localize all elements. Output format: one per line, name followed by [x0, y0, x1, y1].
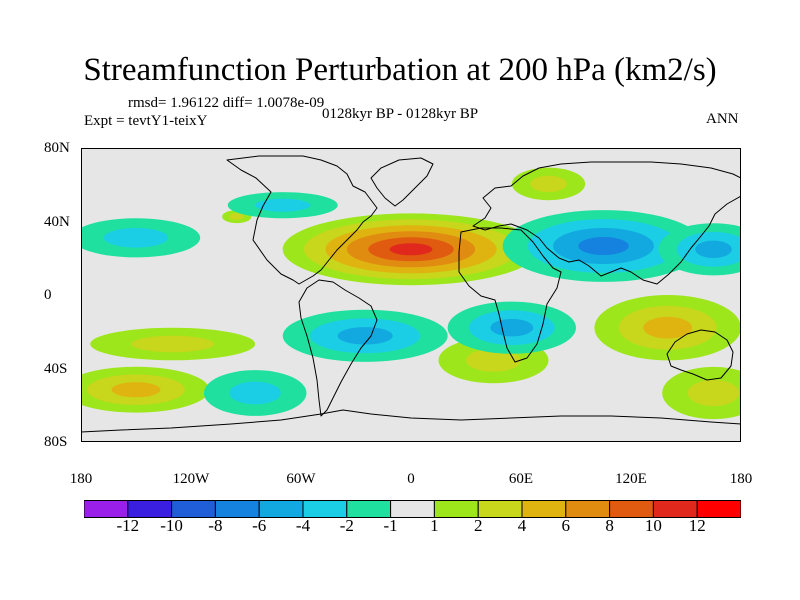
chart-title: Streamfunction Perturbation at 200 hPa (…	[83, 52, 717, 88]
contour-band	[687, 379, 740, 407]
contour-band	[490, 319, 534, 337]
x-tick-label: 180	[729, 471, 753, 487]
coastline-antarctica	[81, 409, 741, 433]
coastline-australia	[666, 329, 734, 381]
y-tick-label: 40S	[44, 361, 68, 377]
coastline-north-america	[226, 155, 378, 285]
colorbar-label: -10	[160, 516, 183, 535]
x-tick-label: 180	[69, 471, 93, 487]
contour-band	[643, 316, 693, 339]
contour-band	[103, 228, 169, 248]
colorbar-label: 10	[644, 516, 662, 535]
colorbar-label: 12	[688, 516, 706, 535]
contour-band	[111, 382, 161, 398]
y-tick-label: 80S	[44, 434, 68, 450]
contour-band	[578, 237, 629, 255]
coastline-south-america	[298, 279, 378, 417]
y-tick-label: 40N	[44, 214, 70, 230]
y-tick-label: 0	[44, 287, 52, 303]
colorbar-label: 8	[605, 516, 614, 535]
colorbar-swatch	[696, 500, 741, 518]
x-tick-label: 60E	[508, 471, 534, 487]
coastline-greenland	[370, 157, 434, 207]
map-frame	[81, 148, 741, 442]
contour-band	[131, 335, 214, 353]
x-tick-label: 0	[407, 471, 415, 487]
contour-band	[229, 213, 245, 220]
x-tick-label: 120W	[172, 471, 210, 487]
coastline-africa	[458, 227, 562, 363]
coastlines	[81, 155, 741, 433]
x-tick-label: 60W	[286, 471, 316, 487]
map-plot	[81, 148, 741, 442]
colorbar-label: -8	[208, 516, 223, 535]
x-tick-label: 120E	[615, 471, 647, 487]
colorbar-label: 4	[517, 516, 527, 535]
experiment-label: Expt = tevtY1-teixY	[84, 113, 208, 129]
contour-band	[695, 240, 732, 258]
contour-layer	[81, 167, 741, 420]
colorbar-label: -4	[295, 516, 311, 535]
colorbar-label: 6	[561, 516, 571, 535]
contour-band	[389, 243, 433, 256]
colorbar	[84, 500, 741, 518]
season-label: ANN	[706, 111, 739, 127]
contour-band	[466, 348, 521, 372]
contour-band	[229, 381, 281, 405]
colorbar-label: -1	[383, 516, 398, 535]
colorbar-label: 2	[473, 516, 483, 535]
coastline-eurasia	[472, 161, 741, 285]
period-label: 0128kyr BP - 0128kyr BP	[322, 106, 479, 122]
colorbar-label: -2	[339, 516, 354, 535]
colorbar-label: 1	[430, 516, 439, 535]
colorbar-label: -12	[116, 516, 140, 535]
colorbar-label: -6	[252, 516, 267, 535]
contour-band	[337, 327, 393, 345]
contour-band	[530, 175, 567, 193]
stats-text: rmsd= 1.96122 diff= 1.0078e-09	[128, 95, 325, 111]
contour-band	[255, 198, 311, 212]
y-tick-label: 80N	[44, 140, 70, 156]
